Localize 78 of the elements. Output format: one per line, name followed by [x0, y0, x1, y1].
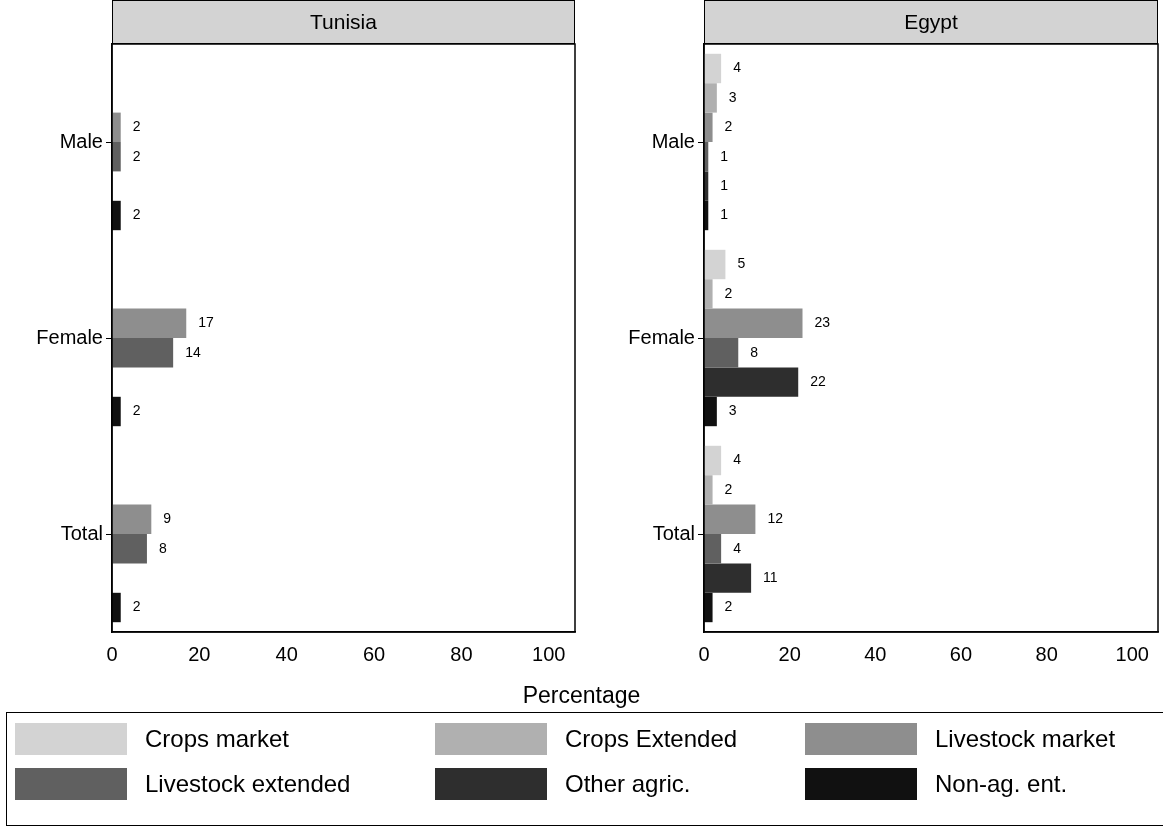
data-label: 2: [724, 598, 733, 615]
data-label: 22: [810, 372, 827, 389]
legend-label: Other agric.: [565, 770, 691, 798]
data-label: 2: [132, 402, 141, 419]
data-label: 17: [198, 314, 215, 331]
x-tick-label: 60: [362, 642, 386, 665]
y-tick-label: Male: [651, 129, 695, 152]
bar: [704, 592, 713, 623]
bar: [704, 53, 722, 84]
legend-label: Non-ag. ent.: [935, 770, 1068, 798]
legend-label: Crops market: [145, 725, 290, 753]
bar: [704, 563, 752, 593]
x-tick-label: 100: [1115, 642, 1149, 665]
y-tick-label: Male: [59, 129, 103, 152]
data-label: 23: [814, 314, 831, 331]
data-label: 2: [132, 598, 141, 615]
bar: [112, 200, 121, 231]
bar: [704, 504, 756, 534]
data-label: 2: [724, 284, 733, 301]
y-tick-label: Total: [652, 521, 695, 544]
data-label: 1: [720, 147, 729, 164]
chart-title: Tunisia: [112, 0, 575, 44]
bar: [704, 279, 713, 309]
x-tick-label: 80: [450, 642, 473, 665]
data-label: 2: [724, 480, 733, 497]
x-tick-label: 40: [275, 642, 298, 665]
chart-title: Egypt: [704, 0, 1158, 44]
data-label: 2: [132, 118, 141, 135]
data-label: 9: [163, 510, 172, 527]
data-label: 3: [728, 88, 737, 105]
data-label: 1: [720, 206, 729, 223]
x-tick-label: 20: [188, 642, 211, 665]
data-label: 2: [132, 147, 141, 164]
bar: [112, 142, 121, 172]
data-label: 1: [720, 176, 729, 193]
data-label: 4: [733, 59, 742, 76]
data-label: 8: [158, 539, 167, 556]
data-label: 3: [728, 402, 737, 419]
y-tick-label: Total: [60, 521, 103, 544]
y-tick-label: Female: [628, 325, 695, 348]
x-axis-title: Percentage: [521, 682, 642, 709]
x-tick-label: 40: [864, 642, 887, 665]
bar: [112, 112, 121, 142]
bar: [112, 534, 147, 564]
x-tick-label: 0: [698, 642, 710, 665]
bar: [704, 112, 713, 142]
bar: [704, 308, 803, 338]
bar: [112, 592, 121, 623]
x-tick-label: 100: [532, 642, 566, 665]
bar: [112, 396, 121, 427]
data-label: 2: [132, 206, 141, 223]
bar: [704, 249, 726, 280]
data-label: 12: [767, 510, 784, 527]
legend-label: Livestock extended: [145, 770, 351, 798]
bar: [704, 83, 717, 113]
bar: [704, 338, 739, 368]
bar: [704, 396, 717, 427]
data-label: 4: [733, 451, 742, 468]
bar: [704, 367, 799, 397]
bar: [704, 475, 713, 505]
x-tick-label: 80: [1035, 642, 1058, 665]
bar: [112, 338, 174, 368]
data-label: 2: [724, 118, 733, 135]
legend-label: Livestock market: [935, 725, 1116, 753]
x-tick-label: 60: [949, 642, 973, 665]
bar: [704, 445, 722, 476]
y-tick-label: Female: [36, 325, 103, 348]
data-label: 14: [185, 343, 201, 360]
bar: [112, 504, 152, 534]
x-tick-label: 20: [778, 642, 801, 665]
data-label: 5: [737, 255, 746, 272]
data-label: 8: [750, 343, 759, 360]
bar: [704, 534, 722, 564]
data-label: 4: [733, 539, 742, 556]
x-tick-label: 0: [106, 642, 118, 665]
legend-label: Crops Extended: [565, 725, 738, 753]
bar: [112, 308, 187, 338]
data-label: 11: [763, 568, 778, 585]
